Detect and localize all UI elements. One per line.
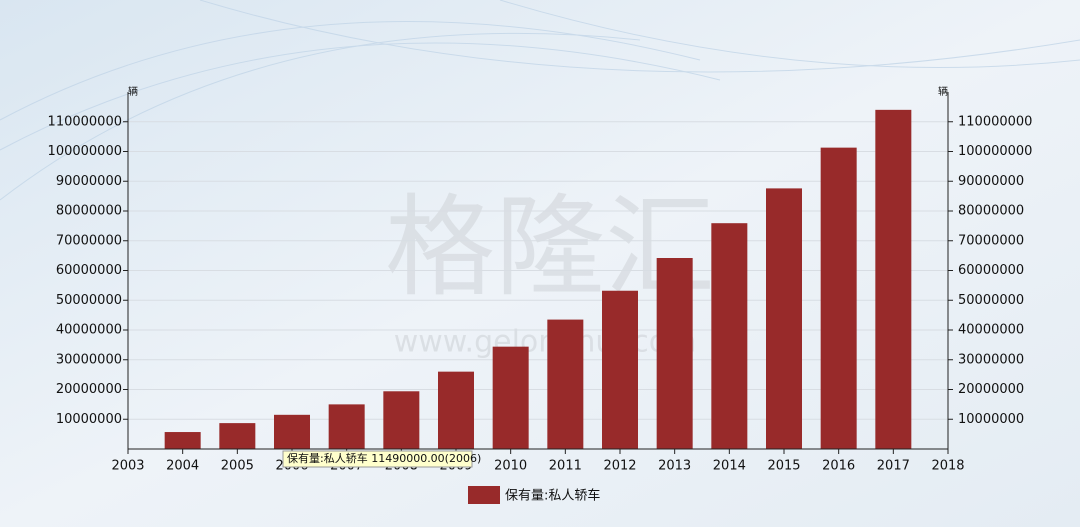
bar <box>438 371 474 449</box>
x-tick-label: 2013 <box>658 459 691 474</box>
bar <box>875 109 912 449</box>
y2-tick-label: 50000000 <box>958 293 1024 308</box>
y2-unit: 辆 <box>938 85 948 98</box>
y2-tick-label: 40000000 <box>958 323 1024 338</box>
bar <box>711 223 748 449</box>
y2-tick-label: 70000000 <box>958 233 1024 248</box>
x-tick-label: 2011 <box>549 459 582 474</box>
y2-tick-label: 30000000 <box>958 352 1024 367</box>
y-tick-label: 90000000 <box>56 174 122 189</box>
y-tick-label: 60000000 <box>56 263 122 278</box>
decoration <box>0 0 1080 201</box>
x-tick-label: 2005 <box>221 459 254 474</box>
plot: 10000000 20000000 30000000 40000000 50000000… <box>48 92 1032 474</box>
bar <box>656 258 693 449</box>
y-unit: 辆 <box>128 85 138 98</box>
x-tick-label: 2018 <box>931 459 964 474</box>
bar <box>383 391 420 449</box>
y-tick-label: 110000000 <box>48 114 122 129</box>
x-tick-label: 2004 <box>166 459 199 474</box>
bar <box>602 290 638 449</box>
y-tick-label: 70000000 <box>56 233 122 248</box>
bar <box>328 404 365 449</box>
y2-tick-label: 80000000 <box>958 204 1024 219</box>
y-tick-label: 10000000 <box>56 412 122 427</box>
y-tick-label: 40000000 <box>56 323 122 338</box>
legend-swatch <box>468 486 500 504</box>
x-tick-label: 2010 <box>494 459 527 474</box>
y-tick-label: 50000000 <box>56 293 122 308</box>
y2-tick-label: 100000000 <box>958 144 1032 159</box>
bar <box>274 414 310 449</box>
y2-tick-label: 20000000 <box>958 382 1024 397</box>
y-tick-label: 30000000 <box>56 352 122 367</box>
y-tick-label: 80000000 <box>56 204 122 219</box>
x-tick-label: 2015 <box>767 459 800 474</box>
y2-tick-label: 60000000 <box>958 263 1024 278</box>
bar <box>547 319 584 449</box>
bar <box>164 432 201 449</box>
x-tick-label: 2014 <box>713 459 746 474</box>
bar <box>219 423 256 449</box>
tooltip: 保有量:私人轿车 11490000.00(2006) <box>287 451 481 465</box>
bar <box>766 188 802 449</box>
x-tick-label: 2003 <box>111 459 144 474</box>
y2-tick-label: 110000000 <box>958 114 1032 129</box>
bar <box>492 346 529 449</box>
y-tick-label: 20000000 <box>56 382 122 397</box>
tooltip-box <box>282 450 473 468</box>
y2-tick-label: 90000000 <box>958 174 1024 189</box>
legend-label: 保有量:私人轿车 <box>505 488 600 504</box>
x-tick-label: 2016 <box>822 459 855 474</box>
bar <box>820 147 857 449</box>
x-tick-label: 2017 <box>877 459 910 474</box>
y2-tick-label: 10000000 <box>958 412 1024 427</box>
x-tick-label: 2012 <box>603 459 636 474</box>
y-tick-label: 100000000 <box>48 144 122 159</box>
